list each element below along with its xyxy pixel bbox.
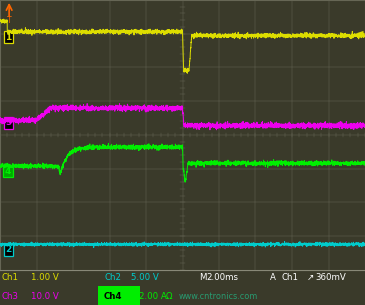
- Text: Ch1: Ch1: [2, 273, 19, 282]
- Text: 1.00 V: 1.00 V: [31, 273, 59, 282]
- Text: 2.00ms: 2.00ms: [206, 273, 238, 282]
- Text: Ω: Ω: [166, 292, 173, 301]
- Text: 3: 3: [5, 118, 11, 127]
- Text: 2.00 A: 2.00 A: [139, 292, 166, 301]
- Text: ◄: ◄: [356, 27, 363, 37]
- Text: Ch3: Ch3: [2, 292, 19, 301]
- Text: ↗: ↗: [307, 273, 314, 282]
- Text: 1: 1: [5, 33, 11, 42]
- Text: 2: 2: [5, 245, 11, 254]
- Text: Ch1: Ch1: [281, 273, 298, 282]
- FancyBboxPatch shape: [98, 286, 140, 305]
- Text: 360mV: 360mV: [316, 273, 346, 282]
- Text: M: M: [199, 273, 207, 282]
- Text: Ch4: Ch4: [103, 292, 122, 301]
- Text: T: T: [7, 16, 11, 25]
- Text: 4: 4: [5, 167, 11, 176]
- Text: Ch2: Ch2: [104, 273, 121, 282]
- Text: www.cntronics.com: www.cntronics.com: [179, 292, 258, 301]
- Text: 10.0 V: 10.0 V: [31, 292, 59, 301]
- Text: A: A: [270, 273, 276, 282]
- Text: 5.00 V: 5.00 V: [131, 273, 159, 282]
